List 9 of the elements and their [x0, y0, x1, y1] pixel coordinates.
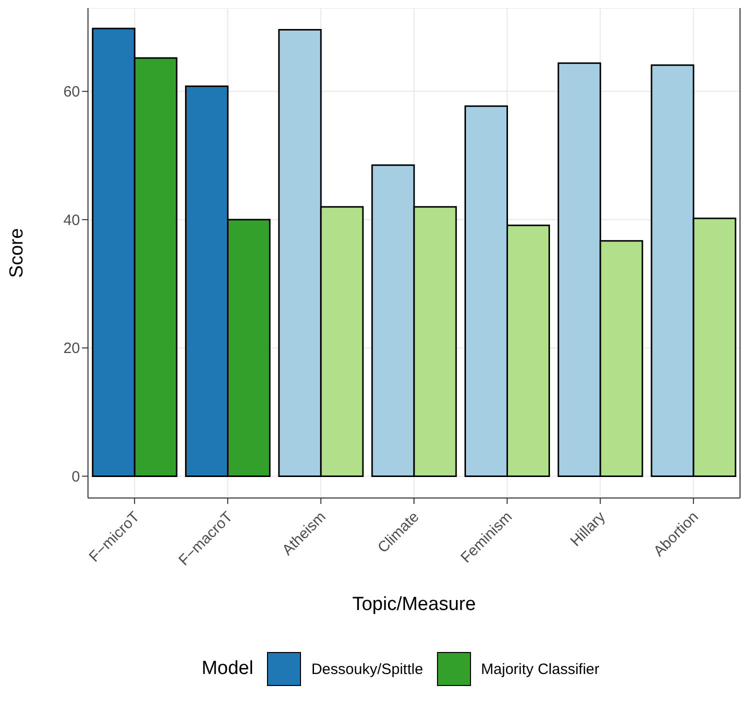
y-tick-label: 60 — [63, 84, 80, 101]
y-tick-label: 40 — [63, 212, 80, 229]
y-tick-label: 20 — [63, 340, 80, 358]
x-axis-title: Topic/Measure — [352, 594, 476, 615]
y-tick-label: 0 — [72, 468, 80, 486]
legend-label: Majority Classifier — [481, 660, 600, 678]
legend-title: Model — [202, 658, 254, 680]
y-axis-title: Score — [6, 228, 28, 278]
legend-label: Dessouky/Spittle — [311, 660, 424, 678]
